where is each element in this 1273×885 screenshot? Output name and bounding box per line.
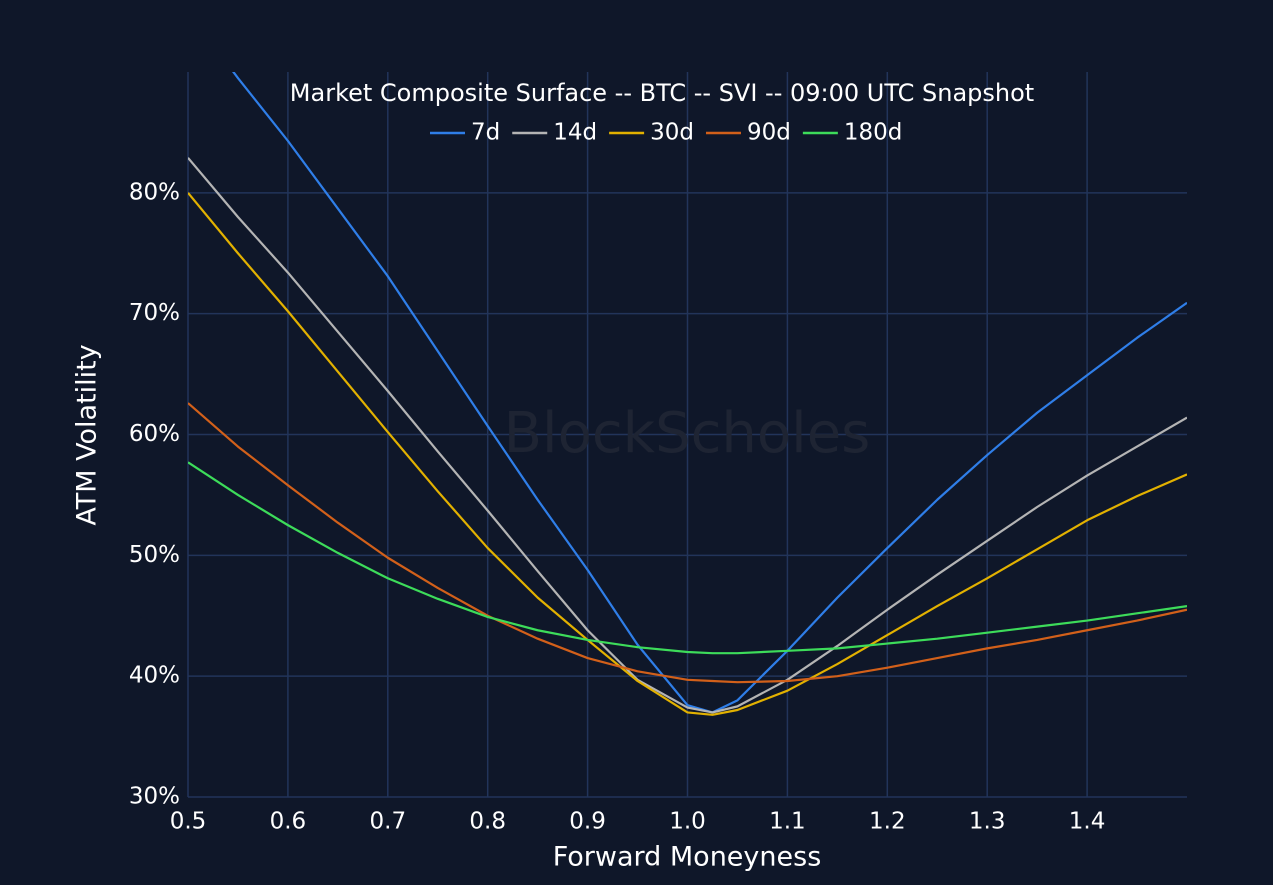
x-tick-label: 1.4: [1069, 809, 1106, 835]
series-line: [188, 192, 1187, 716]
y-tick-label: 60%: [129, 421, 180, 447]
y-tick-label: 30%: [129, 784, 180, 810]
series-line: [188, 461, 1187, 655]
x-tick-label: 0.6: [270, 809, 307, 835]
x-tick-label: 1.2: [869, 809, 906, 835]
x-tick-label: 1.1: [769, 809, 806, 835]
x-axis-title: Forward Moneyness: [553, 842, 822, 873]
legend-label: 90d: [747, 120, 791, 146]
series-line: [188, 402, 1187, 684]
grid: [187, 72, 1187, 798]
x-tick-label: 0.9: [569, 809, 606, 835]
x-tick-label: 0.8: [469, 809, 506, 835]
legend-label: 30d: [650, 120, 694, 146]
legend: 7d 14d 30d 90d 180d: [430, 120, 902, 146]
legend-label: 7d: [471, 120, 500, 146]
legend-label: 180d: [844, 120, 903, 146]
series-line: [232, 72, 1187, 714]
x-tick-label: 0.7: [370, 809, 407, 835]
y-tick-label: 50%: [129, 542, 180, 568]
y-tick-label: 70%: [129, 300, 180, 326]
chart-title: Market Composite Surface -- BTC -- SVI -…: [290, 79, 1034, 107]
x-tick-label: 1.3: [969, 809, 1006, 835]
y-axis-title: ATM Volatility: [72, 344, 103, 525]
legend-label: 14d: [553, 120, 597, 146]
y-tick-label: 40%: [129, 663, 180, 689]
series-line: [188, 157, 1187, 714]
watermark: BlockScholes: [504, 401, 871, 466]
y-tick-label: 80%: [129, 179, 180, 205]
x-tick-label: 1.0: [669, 809, 706, 835]
plot-area: [188, 72, 1187, 716]
x-tick-label: 0.5: [170, 809, 207, 835]
